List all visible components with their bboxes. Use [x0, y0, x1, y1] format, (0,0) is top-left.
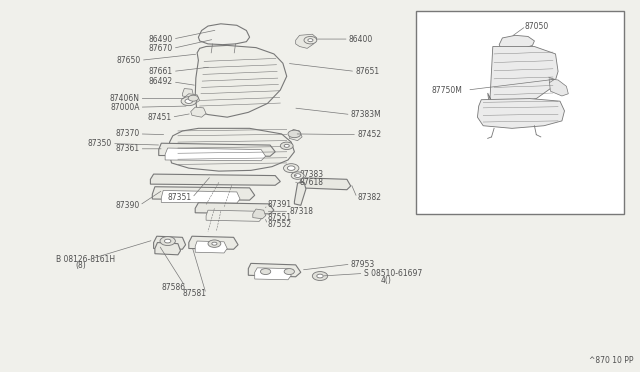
Polygon shape [195, 45, 287, 117]
Polygon shape [165, 148, 266, 161]
Polygon shape [150, 174, 280, 185]
Bar [416, 11, 624, 214]
Polygon shape [152, 187, 255, 200]
Circle shape [208, 240, 221, 247]
Polygon shape [300, 178, 351, 190]
Polygon shape [198, 24, 250, 45]
Text: 87383: 87383 [300, 170, 324, 179]
Text: 87953: 87953 [351, 260, 375, 269]
Circle shape [260, 269, 271, 275]
Polygon shape [189, 236, 238, 249]
Text: 87318: 87318 [289, 207, 314, 216]
Circle shape [287, 166, 295, 170]
Text: 87451: 87451 [147, 113, 172, 122]
Polygon shape [191, 107, 206, 117]
Circle shape [185, 99, 193, 103]
Text: S 08510-61697: S 08510-61697 [364, 269, 422, 278]
Text: 86400: 86400 [349, 35, 373, 44]
Circle shape [291, 172, 304, 179]
Text: 87650: 87650 [116, 56, 141, 65]
Polygon shape [206, 210, 262, 221]
Text: 87361: 87361 [115, 144, 140, 153]
Polygon shape [155, 243, 180, 255]
Polygon shape [195, 241, 227, 253]
Text: 87551: 87551 [268, 213, 292, 222]
Text: 87383M: 87383M [351, 110, 381, 119]
Text: 87350: 87350 [88, 139, 112, 148]
Text: B 08126-8161H: B 08126-8161H [56, 255, 115, 264]
Polygon shape [248, 263, 301, 277]
Circle shape [212, 242, 217, 245]
Text: 87390: 87390 [115, 201, 140, 210]
Polygon shape [255, 268, 291, 280]
Polygon shape [499, 35, 534, 49]
Text: 87391: 87391 [268, 200, 292, 209]
Polygon shape [161, 190, 240, 203]
Polygon shape [195, 203, 274, 214]
Text: 87406N: 87406N [109, 94, 140, 103]
Polygon shape [477, 99, 564, 128]
Text: 87000A: 87000A [110, 103, 140, 112]
Polygon shape [154, 236, 186, 249]
Polygon shape [294, 182, 306, 205]
Circle shape [284, 144, 289, 147]
Circle shape [181, 97, 196, 106]
Polygon shape [253, 209, 266, 219]
Circle shape [308, 39, 313, 42]
Text: 87581: 87581 [182, 289, 206, 298]
Text: 87661: 87661 [148, 67, 173, 76]
Text: 87382: 87382 [357, 193, 381, 202]
Polygon shape [169, 128, 294, 171]
Text: 87351: 87351 [168, 193, 192, 202]
Polygon shape [549, 79, 568, 96]
Text: 87370: 87370 [115, 129, 140, 138]
Circle shape [284, 269, 294, 275]
Text: 86490: 86490 [148, 35, 173, 44]
Circle shape [160, 237, 175, 246]
Circle shape [164, 239, 171, 243]
Text: 87750M: 87750M [432, 86, 463, 94]
Polygon shape [289, 129, 302, 141]
Text: 86492: 86492 [148, 77, 173, 86]
Text: 87586: 87586 [161, 283, 186, 292]
Circle shape [294, 174, 301, 177]
Text: 87670: 87670 [148, 44, 173, 53]
Text: 87552: 87552 [268, 220, 292, 229]
Circle shape [304, 36, 317, 44]
Circle shape [312, 272, 328, 280]
Text: 87452: 87452 [357, 130, 381, 139]
Circle shape [317, 274, 323, 278]
Text: ^870 10 PP: ^870 10 PP [589, 356, 634, 365]
Polygon shape [182, 89, 193, 97]
Text: 87618: 87618 [300, 178, 324, 187]
Polygon shape [296, 34, 317, 48]
Polygon shape [184, 94, 200, 103]
Circle shape [288, 130, 301, 138]
Text: (8): (8) [76, 261, 86, 270]
Polygon shape [488, 46, 558, 106]
Circle shape [188, 95, 198, 101]
Text: 4(): 4() [381, 276, 392, 285]
Circle shape [284, 164, 299, 173]
Circle shape [280, 142, 293, 150]
Polygon shape [159, 143, 275, 156]
Text: 87050: 87050 [525, 22, 549, 31]
Text: 87651: 87651 [355, 67, 380, 76]
